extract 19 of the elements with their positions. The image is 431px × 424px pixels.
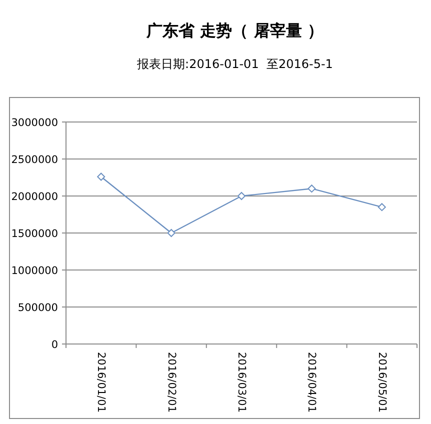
y-tick-label: 1500000 (11, 228, 58, 240)
point (97, 172, 106, 181)
point (378, 203, 386, 212)
x-tick-label: 2016/03/01 (236, 352, 248, 413)
y-tick-label: 2000000 (11, 191, 58, 203)
x-tick-label: 2016/04/01 (306, 352, 318, 413)
chart-subtitle: 报表日期:2016-01-01 至2016-5-1 (136, 57, 333, 71)
point (308, 184, 316, 193)
x-tick-label: 2016/01/01 (95, 352, 108, 413)
y-tick-label: 3000000 (11, 117, 58, 129)
chart-title: 广东省 走势（ 屠宰量 ） (146, 21, 324, 40)
x-tick-label: 2016/05/01 (376, 352, 388, 413)
point (167, 229, 176, 237)
x-tick-label: 2016/02/01 (165, 352, 178, 413)
y-tick-label: 500000 (18, 302, 58, 314)
y-tick-label: 1000000 (11, 265, 58, 277)
point (238, 192, 246, 200)
y-tick-label: 0 (51, 339, 58, 351)
y-tick-label: 2500000 (11, 154, 58, 166)
